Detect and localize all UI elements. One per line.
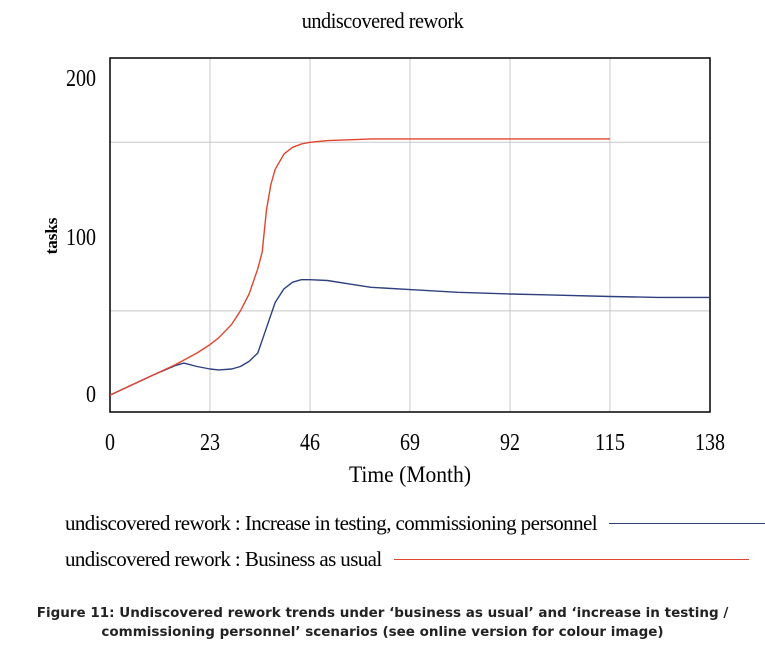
y-tick-label: 200 xyxy=(66,66,96,92)
legend-line-business xyxy=(393,558,749,560)
figure-caption: Figure 11: Undiscovered rework trends un… xyxy=(10,604,755,642)
x-axis-label: Time (Month) xyxy=(349,462,471,487)
y-tick-label: 0 xyxy=(86,382,96,408)
x-tick-label: 23 xyxy=(200,430,220,456)
plot-frame xyxy=(109,57,711,413)
series-line-testing xyxy=(109,279,710,396)
plot-area: 0 23 46 69 92 115 138 0 100 200 Time (Month) tasks xyxy=(42,57,725,487)
x-tick-label: 92 xyxy=(500,430,520,456)
legend-label-testing: undiscovered rework : Increase in testin… xyxy=(65,510,598,535)
series-line-business xyxy=(109,138,610,396)
legend-item-testing: undiscovered rework : Increase in testin… xyxy=(65,510,765,536)
y-tick-label: 100 xyxy=(66,225,96,251)
x-tick-label: 115 xyxy=(595,430,625,456)
chart-title: undiscovered rework xyxy=(301,8,464,33)
caption-line-1: Figure 11: Undiscovered rework trends un… xyxy=(36,605,729,621)
y-axis-label: tasks xyxy=(42,217,61,254)
x-tick-label: 138 xyxy=(695,430,725,456)
x-tick-label: 69 xyxy=(400,430,420,456)
x-tick-label: 46 xyxy=(300,430,320,456)
caption-line-2: commissioning personnel’ scenarios (see … xyxy=(101,624,664,640)
legend-item-business: undiscovered rework : Business as usual xyxy=(65,546,749,572)
x-tick-label: 0 xyxy=(105,430,115,456)
legend-label-business: undiscovered rework : Business as usual xyxy=(65,546,382,571)
legend-line-testing xyxy=(608,522,765,524)
